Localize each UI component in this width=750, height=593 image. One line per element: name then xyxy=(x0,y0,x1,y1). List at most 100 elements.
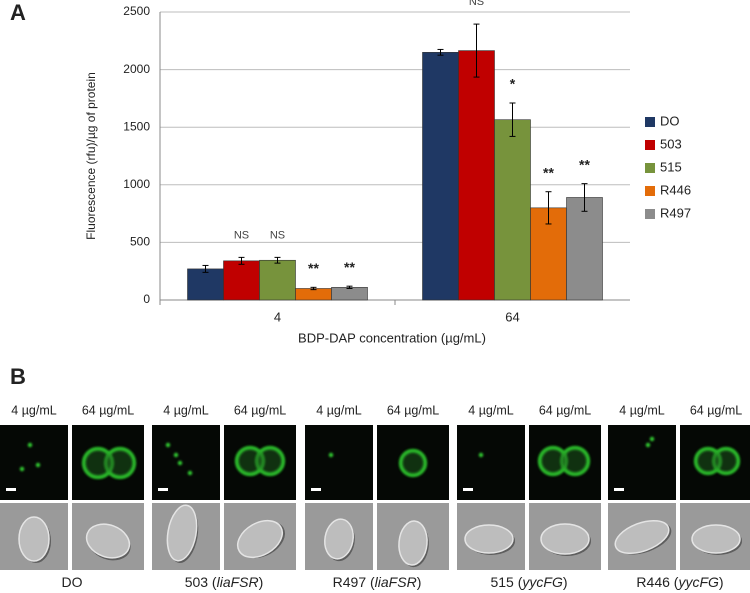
column-label: 4 µg/mL xyxy=(11,403,56,417)
caption-part: 503 ( xyxy=(185,574,217,590)
caption-part: 515 ( xyxy=(490,574,522,590)
fluorescence-image xyxy=(152,425,220,500)
column-label: 64 µg/mL xyxy=(234,403,286,417)
caption-part: R446 ( xyxy=(636,574,678,590)
caption: R497 (liaFSR) xyxy=(333,574,422,590)
fluorescent-spot xyxy=(173,452,179,458)
legend-swatch xyxy=(645,186,655,196)
caption-part: ) xyxy=(563,574,568,590)
caption-part: yycFG xyxy=(521,574,563,590)
error-bar xyxy=(581,183,588,212)
column-label: 4 µg/mL xyxy=(468,403,513,417)
y-tick-label: 2500 xyxy=(123,4,150,18)
error-bar xyxy=(202,264,209,273)
fluorescent-spot xyxy=(19,466,25,472)
legend-label: 503 xyxy=(660,136,682,151)
bar xyxy=(187,268,224,301)
fluorescent-glow xyxy=(237,448,263,474)
x-axis-label: BDP-DAP concentration (µg/mL) xyxy=(298,330,486,345)
significance-label: NS xyxy=(469,0,484,8)
panel-label: A xyxy=(10,0,26,25)
cell xyxy=(166,504,198,562)
fluorescent-spot xyxy=(165,442,171,448)
caption-part: ) xyxy=(259,574,264,590)
fluorescent-spot xyxy=(645,442,651,448)
caption-part: ) xyxy=(719,574,724,590)
bar xyxy=(458,50,495,301)
cell xyxy=(398,520,428,566)
fluorescent-glow xyxy=(257,448,283,474)
bar xyxy=(295,288,332,301)
y-axis-label: Fluorescence (rfu)/µg of protein xyxy=(84,72,98,240)
legend-swatch xyxy=(645,117,655,127)
legend-swatch xyxy=(645,209,655,219)
scale-bar xyxy=(158,488,168,491)
y-tick-label: 0 xyxy=(143,292,150,306)
fluorescent-spot xyxy=(649,436,655,442)
column-label: 64 µg/mL xyxy=(387,403,439,417)
cell xyxy=(18,516,50,562)
fluorescent-glow xyxy=(696,449,720,473)
error-bar xyxy=(274,256,281,264)
legend-label: R497 xyxy=(660,205,691,220)
legend-swatch xyxy=(645,140,655,150)
column-label: 4 µg/mL xyxy=(316,403,361,417)
error-bar xyxy=(346,285,353,289)
cell xyxy=(236,519,284,559)
error-bar xyxy=(437,48,444,56)
fluorescence-image xyxy=(457,425,525,500)
scale-bar xyxy=(463,488,473,491)
x-tick-label: 4 xyxy=(274,309,281,324)
fluorescent-glow xyxy=(84,449,112,477)
fluorescence-image xyxy=(305,425,373,500)
bar xyxy=(259,259,296,301)
significance-label: NS xyxy=(270,229,285,241)
bar xyxy=(566,197,603,301)
significance-label: ** xyxy=(543,164,554,180)
cell xyxy=(614,519,670,555)
column-label: 4 µg/mL xyxy=(163,403,208,417)
significance-label: * xyxy=(510,76,516,92)
significance-label: ** xyxy=(344,259,355,275)
legend-label: DO xyxy=(660,113,680,128)
panel-label: B xyxy=(10,364,26,389)
caption-part: liaFSR xyxy=(217,574,259,590)
error-bar xyxy=(238,256,245,265)
fluorescent-glow xyxy=(562,448,588,474)
cell xyxy=(691,524,741,554)
fluorescent-spot xyxy=(177,460,183,466)
error-bar xyxy=(545,191,552,225)
scale-bar xyxy=(614,488,624,491)
caption-part: liaFSR xyxy=(375,574,417,590)
cell xyxy=(540,523,590,555)
bar xyxy=(494,119,531,301)
fluorescence-image xyxy=(0,425,68,500)
y-tick-label: 500 xyxy=(130,235,150,249)
legend-label: R446 xyxy=(660,182,691,197)
error-bar xyxy=(310,286,317,291)
error-bar xyxy=(509,102,516,137)
significance-label: ** xyxy=(308,260,319,276)
column-label: 4 µg/mL xyxy=(619,403,664,417)
column-label: 64 µg/mL xyxy=(690,403,742,417)
fluorescent-spot xyxy=(27,442,33,448)
bar xyxy=(331,287,368,301)
caption: R446 (yycFG) xyxy=(636,574,723,590)
column-label: 64 µg/mL xyxy=(539,403,591,417)
y-tick-label: 1500 xyxy=(123,119,150,133)
bar xyxy=(223,260,260,301)
caption-part: ) xyxy=(417,574,422,590)
fluorescent-spot xyxy=(35,462,41,468)
scale-bar xyxy=(311,488,321,491)
fluorescent-glow xyxy=(540,448,566,474)
caption-part: DO xyxy=(62,574,83,590)
bar xyxy=(422,52,459,301)
cell xyxy=(324,518,354,560)
significance-label: NS xyxy=(234,229,249,241)
y-tick-label: 2000 xyxy=(123,62,150,76)
caption: DO xyxy=(62,574,83,590)
caption-part: yycFG xyxy=(677,574,719,590)
column-label: 64 µg/mL xyxy=(82,403,134,417)
fluorescent-glow xyxy=(714,449,738,473)
fluorescent-glow xyxy=(106,449,134,477)
